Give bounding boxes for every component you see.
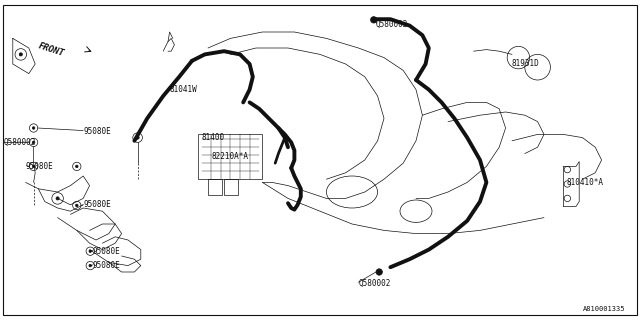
Text: 95080E: 95080E xyxy=(83,127,111,136)
Text: Q580002: Q580002 xyxy=(376,20,408,28)
Bar xyxy=(198,134,262,179)
Text: 81400: 81400 xyxy=(202,133,225,142)
Circle shape xyxy=(89,264,92,267)
Circle shape xyxy=(19,53,22,56)
Text: 810410*A: 810410*A xyxy=(566,178,604,187)
Text: 95080E: 95080E xyxy=(26,162,53,171)
Circle shape xyxy=(32,165,35,168)
Text: FRONT: FRONT xyxy=(37,41,65,58)
Circle shape xyxy=(32,141,35,144)
Text: Q580002: Q580002 xyxy=(358,279,391,288)
Circle shape xyxy=(76,165,78,168)
Text: Q580002: Q580002 xyxy=(3,138,36,147)
Circle shape xyxy=(89,250,92,252)
Text: 81931D: 81931D xyxy=(512,60,540,68)
Text: 82210A*A: 82210A*A xyxy=(211,152,248,161)
Circle shape xyxy=(76,204,78,207)
Text: 95080E: 95080E xyxy=(83,200,111,209)
Text: 95080E: 95080E xyxy=(93,261,120,270)
Text: A810001335: A810001335 xyxy=(582,306,625,312)
Bar xyxy=(208,179,223,195)
Circle shape xyxy=(371,17,377,23)
Circle shape xyxy=(136,136,140,139)
Circle shape xyxy=(56,197,59,200)
Bar xyxy=(224,179,239,195)
Circle shape xyxy=(32,127,35,129)
Circle shape xyxy=(376,269,383,275)
Text: 95080E: 95080E xyxy=(93,247,120,256)
Text: 81041W: 81041W xyxy=(170,85,197,94)
